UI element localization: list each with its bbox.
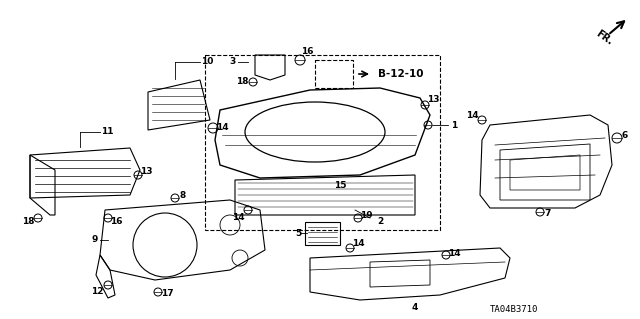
Text: 18: 18 (22, 218, 35, 226)
Text: 19: 19 (360, 211, 372, 219)
Text: 8: 8 (180, 190, 186, 199)
Text: 14: 14 (448, 249, 460, 257)
Text: FR.: FR. (594, 29, 614, 47)
Text: 5: 5 (295, 228, 301, 238)
Text: 2: 2 (377, 218, 383, 226)
Text: 4: 4 (412, 303, 418, 313)
Text: 14: 14 (216, 123, 228, 132)
Text: 6: 6 (622, 130, 628, 139)
Text: 16: 16 (109, 218, 122, 226)
Text: 16: 16 (301, 48, 313, 56)
Text: 14: 14 (466, 110, 478, 120)
Text: 1: 1 (451, 121, 457, 130)
Text: B-12-10: B-12-10 (378, 69, 424, 79)
Text: 7: 7 (545, 210, 551, 219)
Text: 12: 12 (91, 286, 103, 295)
Text: 14: 14 (232, 213, 244, 222)
Text: 15: 15 (333, 181, 346, 189)
Text: 18: 18 (236, 78, 248, 86)
Text: 14: 14 (352, 240, 364, 249)
Text: 13: 13 (140, 167, 152, 176)
Text: 13: 13 (427, 95, 439, 105)
Text: 11: 11 (100, 128, 113, 137)
Text: TA04B3710: TA04B3710 (490, 306, 538, 315)
Text: 10: 10 (201, 57, 213, 66)
Text: 9: 9 (92, 235, 98, 244)
Text: 17: 17 (161, 288, 173, 298)
Text: 3: 3 (229, 57, 235, 66)
